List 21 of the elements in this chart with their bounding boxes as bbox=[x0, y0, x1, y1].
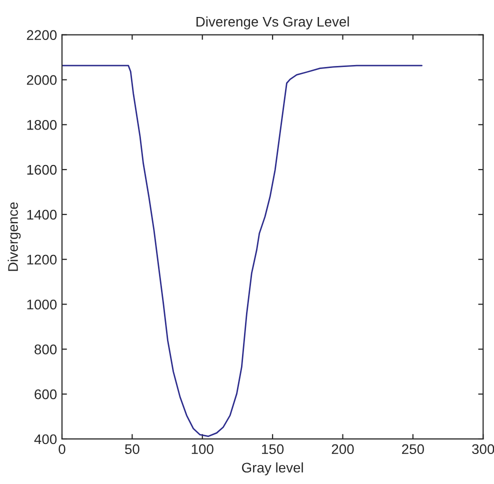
x-tick-label: 150 bbox=[262, 444, 284, 454]
x-tick-label: 250 bbox=[402, 444, 424, 454]
y-tick-label: 1200 bbox=[27, 254, 57, 265]
x-tick-label: 200 bbox=[332, 444, 354, 454]
chart-title: Diverenge Vs Gray Level bbox=[196, 16, 349, 30]
x-axis-title: Gray level bbox=[242, 462, 303, 476]
y-tick-label: 800 bbox=[34, 344, 57, 354]
x-tick-label: 300 bbox=[472, 444, 494, 454]
y-tick-label: 1800 bbox=[27, 120, 57, 130]
y-tick-label: 1600 bbox=[27, 164, 57, 175]
y-tick-label: 2000 bbox=[26, 75, 57, 85]
x-tick-label: 0 bbox=[58, 444, 66, 454]
y-tick-label: 600 bbox=[34, 389, 57, 400]
x-tick-label: 50 bbox=[125, 444, 140, 454]
y-tick-label: 1000 bbox=[27, 300, 57, 310]
y-axis-title: Divergence bbox=[8, 202, 21, 271]
y-tick-label: 1400 bbox=[27, 210, 57, 220]
line-series bbox=[62, 64, 422, 437]
x-tick-label: 100 bbox=[192, 444, 214, 454]
y-tick-label: 2200 bbox=[26, 30, 57, 40]
y-tick-label: 400 bbox=[34, 434, 57, 444]
